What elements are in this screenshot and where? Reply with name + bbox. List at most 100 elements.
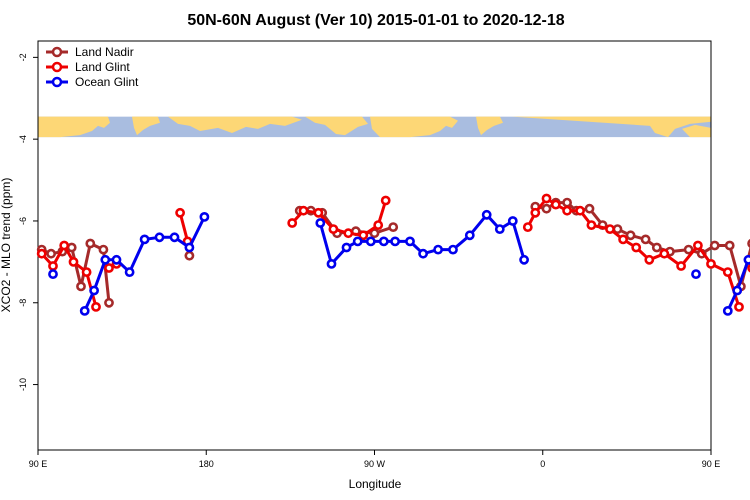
data-point <box>691 269 701 279</box>
x-tick-label: 90 E <box>702 459 721 469</box>
data-point <box>100 254 111 265</box>
data-point <box>81 267 92 277</box>
data-point <box>48 269 58 279</box>
legend-label-land-glint: Land Glint <box>75 60 130 74</box>
data-point <box>111 254 122 265</box>
data-point <box>522 222 533 232</box>
data-point <box>709 240 720 251</box>
data-point <box>343 228 354 239</box>
data-point <box>550 199 561 210</box>
data-point <box>98 244 109 255</box>
data-point <box>605 224 615 234</box>
y-tick-label: -4 <box>18 135 28 143</box>
data-point <box>706 258 716 269</box>
data-point <box>722 305 733 316</box>
data-point <box>328 224 339 234</box>
data-point <box>631 242 642 253</box>
data-point <box>722 267 733 277</box>
x-tick-label: 90 E <box>29 459 48 469</box>
data-point <box>724 240 735 251</box>
data-point <box>732 285 743 296</box>
map-landmass <box>682 124 711 138</box>
y-tick-label: -10 <box>18 378 28 391</box>
legend-label-land-nadir: Land Nadir <box>75 45 134 59</box>
plot-frame <box>37 40 712 451</box>
x-tick-label: 0 <box>540 459 545 469</box>
data-point <box>651 242 662 253</box>
data-point <box>298 205 309 216</box>
data-point <box>405 236 415 247</box>
data-point <box>66 242 77 253</box>
data-point <box>358 230 369 241</box>
data-point <box>68 256 79 267</box>
data-point <box>433 244 443 255</box>
data-point <box>625 230 636 241</box>
data-point <box>199 211 210 222</box>
series-ocean-glint <box>48 209 750 316</box>
data-point <box>519 254 529 265</box>
data-point <box>46 248 56 259</box>
data-point <box>36 248 47 259</box>
y-tick-label: -2 <box>18 53 28 61</box>
legend-item-land-nadir: Land Nadir <box>46 45 134 59</box>
data-point <box>369 228 380 239</box>
data-point <box>184 250 195 261</box>
y-axis-label: XCO2 - MLO trend (ppm) <box>0 178 13 313</box>
chart-title: 50N-60N August (Ver 10) 2015-01-01 to 20… <box>187 12 564 29</box>
map-landmass <box>38 116 110 138</box>
data-point <box>373 220 384 230</box>
data-point <box>575 205 585 216</box>
data-point <box>315 218 326 228</box>
data-point <box>418 248 428 259</box>
series-land-glint <box>36 193 750 312</box>
series-line <box>83 216 206 312</box>
data-point <box>169 232 180 243</box>
x-axis: 90 E 180 90 W 0 90 E <box>29 450 721 469</box>
data-point <box>448 244 458 255</box>
map-strip <box>38 116 711 138</box>
data-point <box>352 236 363 247</box>
map-landmass <box>370 116 458 138</box>
x-axis-label: Longitude <box>349 477 402 491</box>
x-tick-label: 90 W <box>364 459 386 469</box>
data-point <box>618 234 628 245</box>
data-point <box>89 285 99 296</box>
data-point <box>743 254 750 265</box>
data-point <box>464 230 475 241</box>
data-point <box>507 216 518 226</box>
series-line <box>318 213 526 266</box>
data-point <box>104 263 114 273</box>
data-point <box>139 234 150 245</box>
data-point <box>388 222 399 232</box>
data-point <box>494 224 505 234</box>
data-point <box>541 193 552 204</box>
map-landmass <box>168 116 302 134</box>
data-point <box>91 301 101 312</box>
data-point <box>154 232 165 243</box>
data-point <box>562 197 572 208</box>
x-tick-label: 180 <box>199 459 214 469</box>
data-point <box>390 236 400 247</box>
data-point <box>640 234 651 245</box>
data-point <box>530 207 541 218</box>
series-line <box>526 197 741 308</box>
y-tick-label: -6 <box>18 217 28 225</box>
data-point <box>734 301 744 312</box>
data-point <box>76 281 86 292</box>
series-line <box>178 212 190 242</box>
data-point <box>341 242 352 253</box>
series-line <box>291 200 388 237</box>
data-point <box>85 238 96 249</box>
data-point <box>48 261 58 271</box>
data-point <box>326 258 337 269</box>
y-tick-label: -8 <box>18 299 28 307</box>
data-point <box>287 218 298 228</box>
map-land <box>38 116 711 138</box>
y-axis: -2 -4 -6 -8 -10 <box>18 53 38 391</box>
map-landmass <box>476 116 503 136</box>
map-landmass <box>512 116 711 138</box>
data-point <box>184 242 195 253</box>
data-point <box>175 207 185 218</box>
legend-label-ocean-glint: Ocean Glint <box>75 75 139 89</box>
